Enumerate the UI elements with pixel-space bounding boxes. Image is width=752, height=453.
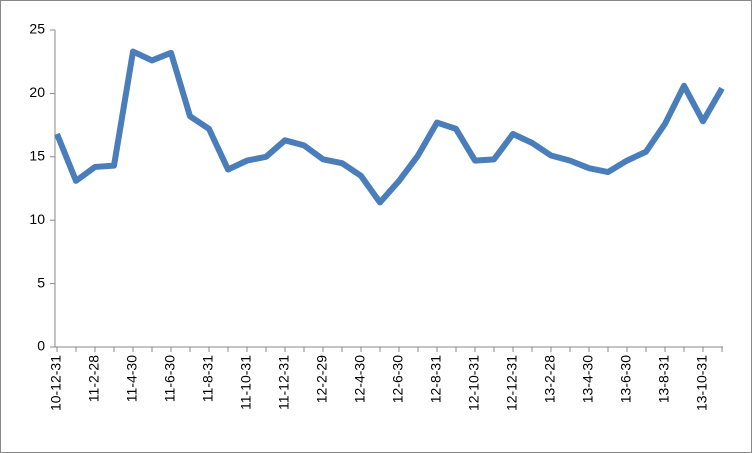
x-tick-label: 11-12-31 xyxy=(276,355,292,410)
y-tick-label: 10 xyxy=(29,211,45,227)
y-tick-label: 0 xyxy=(37,338,45,354)
x-tick-label: 11-6-30 xyxy=(162,355,178,402)
x-tick-label: 13-2-28 xyxy=(542,355,558,403)
x-tick-label: 11-10-31 xyxy=(238,355,254,410)
x-tick-label: 12-4-30 xyxy=(352,355,368,403)
y-tick-label: 25 xyxy=(29,21,45,37)
x-tick-label: 11-4-30 xyxy=(124,355,140,402)
x-tick-label: 12-2-29 xyxy=(314,355,330,403)
x-tick-label: 10-12-31 xyxy=(48,355,64,411)
x-tick-label: 12-8-31 xyxy=(428,355,444,403)
x-tick-label: 12-12-31 xyxy=(504,355,520,411)
x-tick-label: 11-2-28 xyxy=(86,355,102,402)
x-tick-label: 13-4-30 xyxy=(580,355,596,403)
y-tick-label: 5 xyxy=(37,274,45,290)
x-tick-label: 12-10-31 xyxy=(466,355,482,411)
line-series xyxy=(54,48,725,206)
x-tick-label: 13-10-31 xyxy=(694,355,710,411)
x-tick-label: 11-8-31 xyxy=(200,355,216,402)
x-tick-label: 13-8-31 xyxy=(656,355,672,403)
x-tick-label: 13-6-30 xyxy=(618,355,634,403)
y-tick-label: 20 xyxy=(29,84,45,100)
y-tick-label: 15 xyxy=(29,148,45,164)
x-tick-label: 12-6-30 xyxy=(390,355,406,403)
